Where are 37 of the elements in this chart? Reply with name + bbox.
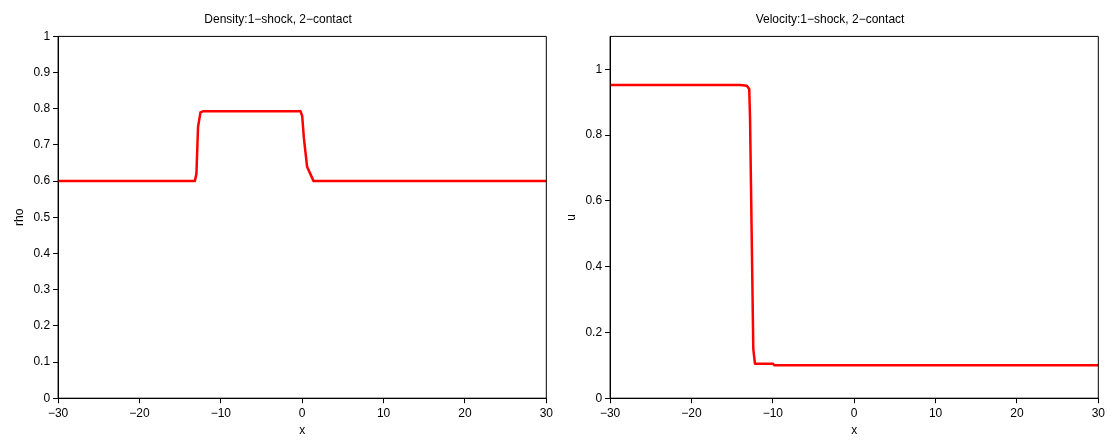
y-tick-label: 0.9 [33, 64, 51, 79]
y-tick-label: 0 [595, 390, 603, 405]
x-tick-label: 30 [1091, 405, 1106, 420]
x-tick-label: 0 [298, 405, 306, 420]
y-tick-label: 0.4 [585, 258, 603, 273]
x-axis-title: x [851, 423, 858, 438]
y-tick-label: 0.8 [585, 127, 603, 142]
x-tick-label: 20 [458, 405, 472, 420]
y-tick-label: 0.8 [33, 101, 51, 116]
y-tick-label: 0.2 [33, 318, 51, 333]
x-tick-label: −20 [129, 405, 150, 420]
y-tick-label: 0.2 [585, 324, 603, 339]
x-tick-label: 20 [1010, 405, 1024, 420]
y-axis-title: u [563, 213, 578, 221]
y-tick-label: 1 [43, 28, 51, 43]
x-tick-label: −30 [47, 405, 69, 420]
x-tick-label: −10 [210, 405, 232, 420]
chart-title: Velocity:1−shock, 2−contact [755, 11, 906, 26]
y-tick-label: 0.6 [585, 193, 603, 208]
y-tick-label: 0.5 [33, 209, 51, 224]
y-tick-label: 0 [43, 390, 51, 405]
y-tick-label: 0.1 [33, 354, 51, 369]
y-tick-label: 0.7 [33, 137, 51, 152]
x-tick-label: −10 [762, 405, 784, 420]
chart-title: Density:1−shock, 2−contact [204, 11, 353, 26]
x-tick-label: −20 [681, 405, 702, 420]
x-tick-label: 10 [376, 405, 391, 420]
y-axis-title: rho [11, 208, 26, 226]
x-axis-title: x [299, 423, 306, 438]
y-tick-label: 0.3 [33, 281, 51, 296]
y-tick-label: 0.6 [33, 173, 51, 188]
y-tick-label: 0.4 [33, 245, 51, 260]
x-tick-label: 10 [928, 405, 943, 420]
x-tick-label: −30 [599, 405, 621, 420]
x-tick-label: 30 [539, 405, 554, 420]
y-tick-label: 1 [595, 61, 603, 76]
x-tick-label: 0 [850, 405, 858, 420]
